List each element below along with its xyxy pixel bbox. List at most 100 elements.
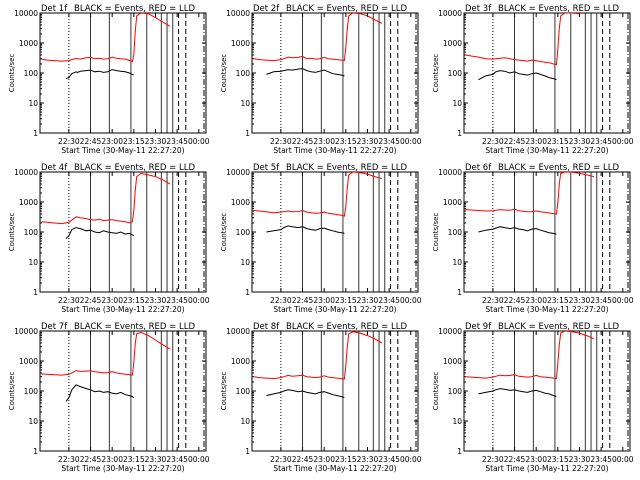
x-tick-label: 23:30 [145, 455, 167, 464]
plot-frame [251, 330, 419, 452]
plot-frame [39, 330, 207, 452]
x-axis-label: Start Time (30-May-11 22:27:20) [61, 146, 184, 155]
x-tick-label: 22:45 [504, 137, 526, 146]
legend-text: BLACK = Events, RED = LLD [74, 4, 195, 14]
detector-panel-6: Det 6f BLACK = Events, RED = LLD 1 10 100 100… [432, 163, 634, 314]
y-tick-label: 1000 [19, 357, 38, 366]
y-tick-label: 1000 [231, 39, 250, 48]
y-tick-label: 10000 [226, 9, 250, 18]
x-tick-label: 23:00 [101, 137, 123, 146]
x-tick-label: 23:45 [378, 137, 400, 146]
x-tick-label: 23:45 [590, 455, 612, 464]
x-tick-label: 23:45 [166, 296, 188, 305]
x-tick-label: 22:45 [80, 296, 102, 305]
x-tick-label: 23:45 [590, 296, 612, 305]
x-tick-label: 22:30 [58, 455, 80, 464]
series-lld [41, 13, 171, 63]
x-tick-label: 23:45 [378, 296, 400, 305]
detector-panel-5: Det 5f BLACK = Events, RED = LLD 1 10 100 100… [220, 163, 422, 314]
legend-text: BLACK = Events, RED = LLD [286, 163, 407, 173]
y-tick-label: 100 [24, 387, 39, 396]
y-tick-label: 10000 [14, 327, 38, 336]
plot-frame [463, 12, 631, 134]
y-tick-label: 100 [236, 69, 251, 78]
series-events [65, 384, 135, 402]
x-tick-label: 22:30 [482, 455, 504, 464]
x-tick-label: 00:00 [400, 137, 422, 146]
legend-text: BLACK = Events, RED = LLD [498, 163, 619, 173]
y-tick-label: 10 [28, 417, 38, 426]
x-tick-label: 23:15 [547, 296, 569, 305]
legend-text: BLACK = Events, RED = LLD [286, 4, 407, 14]
y-tick-label: 10000 [226, 327, 250, 336]
legend-text: BLACK = Events, RED = LLD [498, 4, 619, 14]
x-tick-label: 22:30 [270, 455, 292, 464]
legend-text: BLACK = Events, RED = LLD [286, 322, 407, 332]
x-tick-label: 23:00 [313, 137, 335, 146]
y-tick-label: 1 [245, 129, 250, 138]
y-tick-label: 1000 [19, 39, 38, 48]
y-axis-label: Counts/sec [220, 372, 228, 411]
y-tick-label: 10000 [14, 168, 38, 177]
x-tick-label: 23:45 [166, 137, 188, 146]
y-tick-label: 10000 [226, 168, 250, 177]
y-tick-label: 100 [448, 228, 463, 237]
x-tick-label: 22:30 [482, 137, 504, 146]
panel-title: Det 3f [465, 4, 492, 14]
series-events [266, 225, 345, 234]
series-events [478, 70, 557, 81]
x-tick-label: 23:30 [145, 137, 167, 146]
legend-text: BLACK = Events, RED = LLD [498, 322, 619, 332]
y-axis-label: Counts/sec [432, 54, 440, 93]
detector-panel-3: Det 3f BLACK = Events, RED = LLD 1 10 100 100… [432, 4, 634, 155]
x-tick-label: 00:00 [188, 137, 210, 146]
x-tick-label: 23:15 [335, 455, 357, 464]
x-tick-label: 23:00 [101, 296, 123, 305]
y-tick-label: 1000 [443, 198, 462, 207]
x-tick-label: 23:00 [313, 455, 335, 464]
x-axis-label: Start Time (30-May-11 22:27:20) [485, 464, 608, 473]
series-lld [253, 172, 383, 217]
y-tick-label: 10 [240, 99, 250, 108]
x-axis-label: Start Time (30-May-11 22:27:20) [273, 146, 396, 155]
y-tick-label: 1000 [231, 357, 250, 366]
plot-frame [39, 12, 207, 134]
series-events [65, 227, 135, 240]
series-lld [41, 331, 171, 376]
y-tick-label: 1 [457, 288, 462, 297]
y-tick-label: 100 [236, 387, 251, 396]
y-tick-label: 100 [448, 69, 463, 78]
detector-panel-9: Det 9f BLACK = Events, RED = LLD 1 10 100 100… [432, 322, 634, 473]
y-tick-label: 1000 [443, 357, 462, 366]
series-events [266, 389, 345, 399]
x-tick-label: 00:00 [400, 296, 422, 305]
y-tick-label: 10 [28, 99, 38, 108]
detector-panel-4: Det 4f BLACK = Events, RED = LLD 1 10 100 100… [8, 163, 210, 314]
x-tick-label: 23:30 [357, 137, 379, 146]
detector-panel-1: Det 1f BLACK = Events, RED = LLD 1 10 100 100… [8, 4, 210, 155]
x-tick-label: 00:00 [612, 455, 634, 464]
series-events [266, 68, 345, 77]
x-tick-label: 23:00 [525, 296, 547, 305]
x-axis-label: Start Time (30-May-11 22:27:20) [485, 146, 608, 155]
series-lld [465, 172, 595, 215]
y-tick-label: 1000 [443, 39, 462, 48]
plot-frame [39, 171, 207, 293]
x-tick-label: 22:30 [270, 296, 292, 305]
panel-title: Det 9f [465, 322, 492, 332]
x-tick-label: 23:15 [547, 455, 569, 464]
y-axis-label: Counts/sec [8, 372, 16, 411]
detector-panel-8: Det 8f BLACK = Events, RED = LLD 1 10 100 100… [220, 322, 422, 473]
x-axis-label: Start Time (30-May-11 22:27:20) [61, 305, 184, 314]
series-events [478, 388, 557, 398]
x-tick-label: 23:15 [123, 296, 145, 305]
y-tick-label: 1 [457, 129, 462, 138]
x-tick-label: 22:30 [58, 296, 80, 305]
plot-frame [251, 171, 419, 293]
x-tick-label: 00:00 [188, 455, 210, 464]
x-tick-label: 23:45 [378, 455, 400, 464]
x-tick-label: 23:00 [525, 455, 547, 464]
y-tick-label: 1000 [231, 198, 250, 207]
x-axis-label: Start Time (30-May-11 22:27:20) [273, 305, 396, 314]
